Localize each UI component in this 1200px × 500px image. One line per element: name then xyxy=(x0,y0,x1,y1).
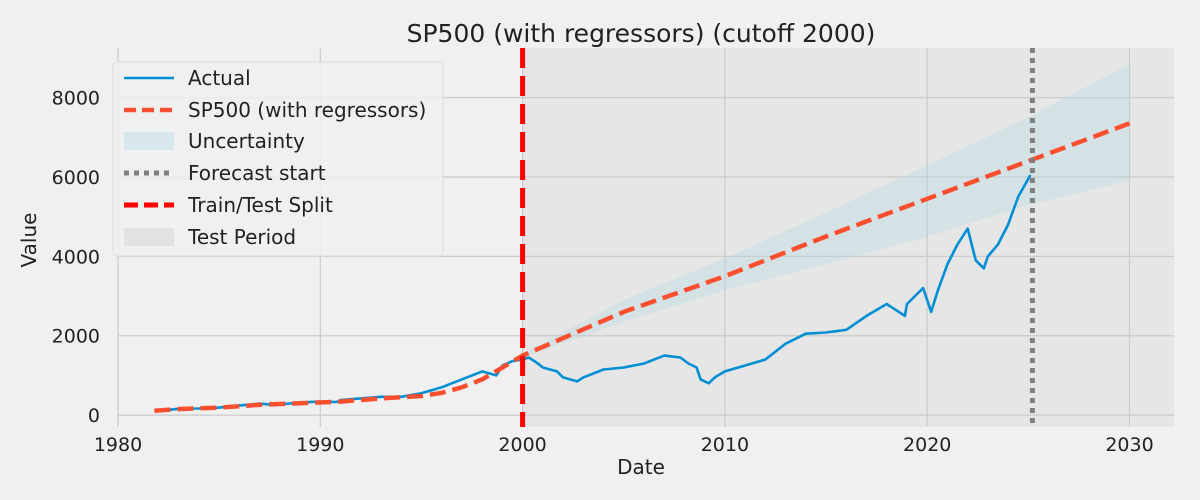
y-tick-label: 0 xyxy=(88,405,100,427)
legend-swatch xyxy=(124,132,174,150)
y-axis-label: Value xyxy=(17,213,41,268)
y-tick-label: 6000 xyxy=(52,167,100,189)
forecast-series-line xyxy=(154,121,1131,413)
x-tick-label: 1990 xyxy=(296,434,344,456)
y-tick-label: 4000 xyxy=(52,246,100,268)
x-axis-label: Date xyxy=(617,455,665,479)
y-tick-label: 8000 xyxy=(52,88,100,110)
x-tick-label: 2000 xyxy=(498,434,546,456)
x-tick-label: 2020 xyxy=(903,434,951,456)
legend-swatch xyxy=(124,228,174,246)
chart-title: SP500 (with regressors) (cutoff 2000) xyxy=(407,19,876,48)
legend-label: Actual xyxy=(188,66,251,90)
legend: Actual SP500 (with regressors) Uncertainty… xyxy=(112,61,444,257)
uncertainty-band xyxy=(522,63,1130,358)
legend-box xyxy=(112,61,444,257)
x-tick-label: 1980 xyxy=(94,434,142,456)
x-tick-label: 2010 xyxy=(701,434,749,456)
test-period-region xyxy=(522,48,1174,427)
x-tick-label: 2030 xyxy=(1105,434,1153,456)
legend-label: Uncertainty xyxy=(188,129,305,153)
legend-label: Forecast start xyxy=(188,161,326,185)
legend-label: Train/Test Split xyxy=(187,193,333,217)
y-tick-label: 2000 xyxy=(52,326,100,348)
legend-label: Test Period xyxy=(187,225,296,249)
legend-label: SP500 (with regressors) xyxy=(188,98,426,122)
